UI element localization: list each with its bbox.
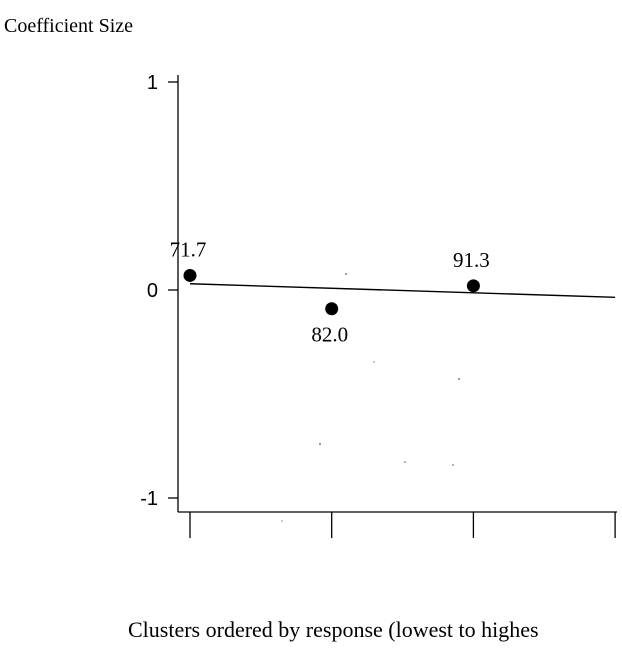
scan-specks	[281, 273, 460, 522]
x-axis-title: Clusters ordered by response (lowest to …	[128, 617, 539, 642]
y-tick-label: 1	[147, 72, 158, 94]
fit-line-group	[189, 283, 616, 298]
y-tick-label: 0	[147, 280, 158, 302]
data-points: 71.7 82.0 91.3	[170, 237, 490, 346]
y-ticks: 1 0 -1	[140, 72, 178, 510]
data-point	[183, 268, 197, 282]
data-label: 71.7	[170, 237, 207, 261]
y-axis-title: Coefficient Size	[4, 15, 133, 37]
data-point	[466, 279, 480, 293]
data-label: 91.3	[453, 248, 490, 272]
x-ticks	[189, 512, 616, 538]
data-point	[325, 302, 339, 316]
data-label: 82.0	[311, 323, 348, 347]
fit-line	[189, 283, 616, 298]
y-tick-label: -1	[140, 488, 158, 510]
